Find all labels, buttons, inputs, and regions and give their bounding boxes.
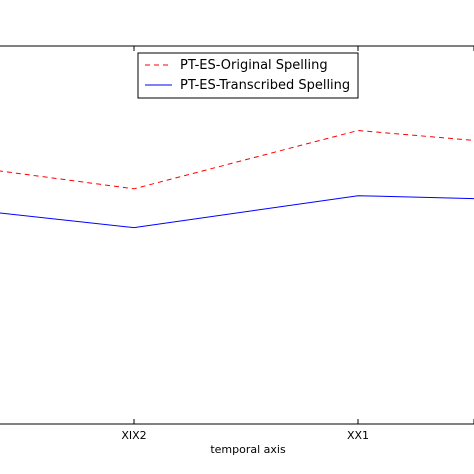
legend: PT-ES-Original Spelling PT-ES-Transcribe… <box>137 52 359 99</box>
series-line-original-spelling <box>0 129 474 190</box>
plot-area <box>0 45 474 425</box>
x-tick-label: XX1 <box>347 429 369 442</box>
x-ticks: XIX2 XX1 <box>121 46 474 442</box>
series-layer <box>0 129 474 229</box>
x-tick-label: XIX2 <box>121 429 146 442</box>
legend-label-transcribed: PT-ES-Transcribed Spelling <box>180 78 350 93</box>
legend-box <box>137 52 359 99</box>
series-line-transcribed-spelling <box>0 195 474 229</box>
legend-label-original: PT-ES-Original Spelling <box>180 58 328 73</box>
x-axis-label: temporal axis <box>210 443 286 456</box>
